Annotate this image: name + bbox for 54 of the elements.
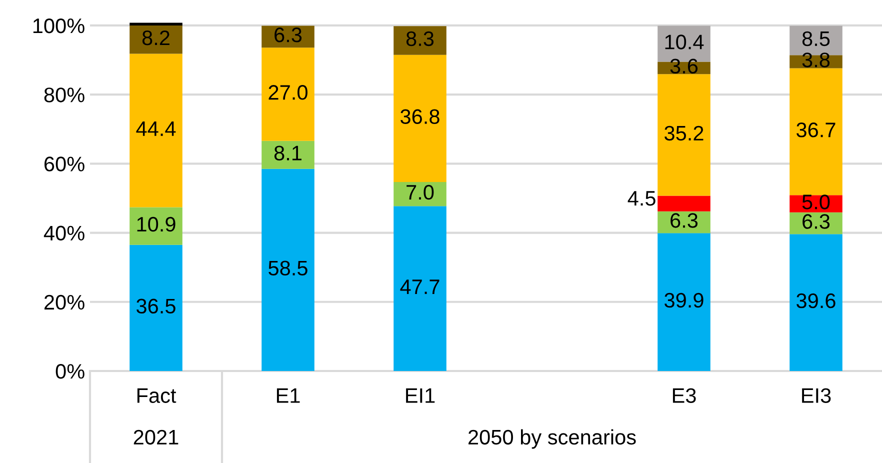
text: 2021	[134, 430, 178, 445]
data-label: 36.5	[136, 298, 176, 314]
data-label: 47.7	[400, 280, 440, 294]
bar	[790, 68, 842, 196]
bar	[394, 206, 446, 371]
data-label: 39.6	[796, 293, 836, 308]
x-tick-label: E1	[276, 388, 300, 403]
bar	[658, 74, 710, 196]
bar	[790, 234, 842, 371]
bar	[658, 233, 710, 371]
data-label: 6.3	[274, 28, 302, 42]
data-label: 58.5	[268, 260, 308, 276]
bar	[394, 54, 446, 182]
data-label: 6.3	[802, 214, 830, 229]
data-label: 44.4	[136, 122, 176, 136]
y-tick-label: 20%	[44, 294, 84, 310]
text: 2050 by scenarios	[468, 429, 636, 449]
data-label: 7.0	[406, 184, 434, 200]
bar	[130, 54, 182, 208]
data-label: 36.7	[796, 122, 836, 138]
data-label: 10.9	[137, 216, 176, 232]
y-tick-label: 100%	[33, 18, 84, 34]
data-label: 10.4	[665, 34, 704, 50]
data-label: 3.6	[670, 58, 698, 74]
bar	[394, 26, 446, 55]
bar	[130, 207, 182, 245]
y-tick-label: 0%	[56, 364, 84, 379]
data-label: 4.5	[628, 191, 656, 206]
bar	[130, 22, 182, 26]
bar	[262, 140, 314, 169]
data-label: 39.9	[664, 292, 704, 308]
bar	[130, 244, 182, 371]
x-tick-label: E3	[672, 388, 696, 403]
bar	[394, 182, 446, 206]
bar	[262, 168, 314, 371]
data-label: 27.0	[268, 85, 308, 100]
data-label: 6.3	[670, 213, 698, 228]
x-tick-label: EI3	[802, 388, 831, 403]
data-label: 8.5	[802, 31, 830, 46]
y-tick-label: 40%	[44, 226, 84, 241]
data-label: 8.2	[142, 30, 170, 46]
data-label: 5.0	[802, 194, 830, 210]
data-label: 8.1	[274, 146, 302, 160]
data-label: 3.8	[802, 52, 830, 68]
data-label: 36.8	[400, 109, 440, 124]
y-tick-label: 60%	[44, 156, 84, 172]
y-tick-label: 80%	[44, 88, 84, 102]
data-label: 35.2	[664, 126, 704, 141]
data-label: 8.3	[406, 31, 434, 46]
bar	[130, 25, 182, 54]
x-tick-label: Fact	[137, 388, 176, 403]
bar	[262, 48, 314, 141]
x-tick-label: EI1	[406, 388, 435, 403]
bar	[658, 196, 710, 212]
